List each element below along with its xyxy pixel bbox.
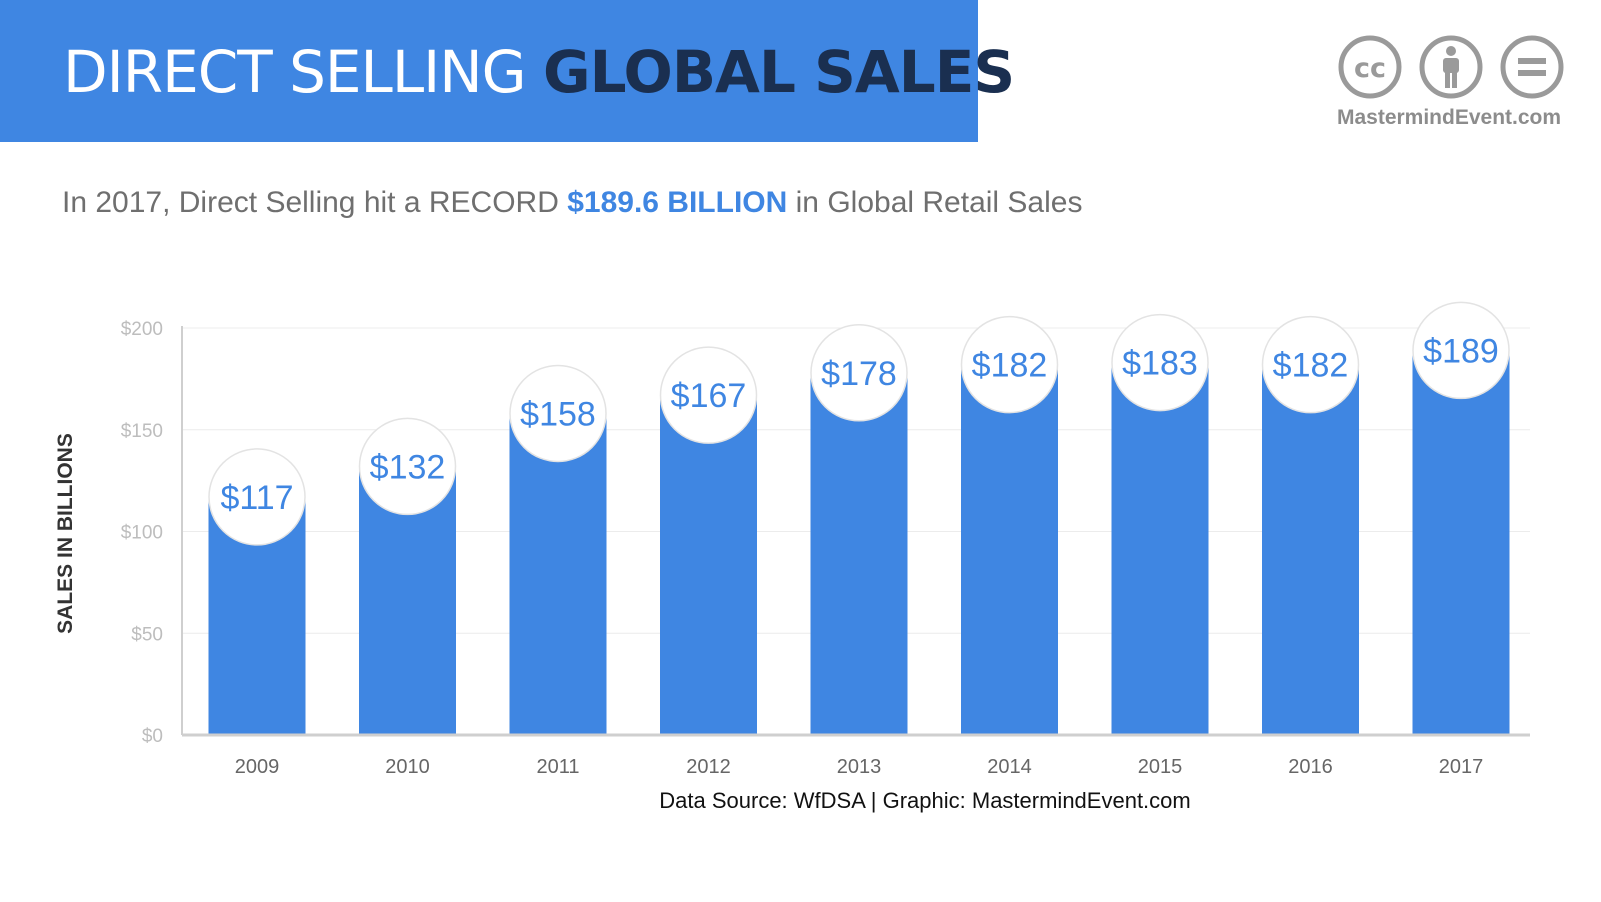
data-label-bubble — [509, 364, 607, 463]
cc-icon: cc — [1338, 35, 1402, 99]
data-source: Data Source: WfDSA | Graphic: Mastermind… — [0, 788, 1601, 814]
x-tick-label: 2011 — [536, 756, 579, 778]
y-tick-label: $200 — [121, 319, 163, 340]
x-tick-label: 2017 — [1439, 756, 1484, 778]
no-derivatives-icon — [1500, 35, 1564, 99]
y-tick-label: $150 — [121, 421, 163, 442]
subtitle-suffix: in Global Retail Sales — [795, 186, 1083, 219]
x-tick-label: 2016 — [1288, 756, 1333, 778]
bar — [509, 413, 607, 735]
data-label-bubble — [1412, 301, 1510, 400]
y-tick-label: $0 — [142, 726, 163, 747]
x-tick-label: 2012 — [686, 756, 731, 778]
bar-chart: $0 $50 $100 $150 $200 SALES IN BILLIONS 2009 20… — [54, 301, 1530, 778]
page-title: DIRECT SELLING GLOBAL SALES — [63, 36, 1015, 108]
data-label: $189 — [1423, 332, 1499, 370]
svg-text:cc: cc — [1354, 53, 1386, 84]
x-tick-label: 2010 — [385, 756, 430, 778]
license-icons: cc — [1338, 35, 1564, 99]
data-source-text: Data Source: WfDSA | Graphic: Mastermind… — [659, 788, 1191, 813]
data-label-bubble — [1111, 313, 1209, 412]
data-label: $182 — [1273, 347, 1349, 385]
data-label-bubble — [960, 315, 1059, 414]
x-tick-label: 2013 — [837, 756, 882, 778]
y-axis-label: SALES IN BILLIONS — [54, 433, 77, 634]
title-bold: GLOBAL SALES — [543, 38, 1015, 106]
bar — [1111, 362, 1209, 735]
license-badge: cc MastermindEvent.com — [1327, 34, 1577, 134]
bar — [1412, 350, 1510, 735]
data-label: $182 — [972, 347, 1048, 385]
bar — [1262, 364, 1359, 735]
data-label: $117 — [220, 479, 293, 517]
x-tick-label: 2015 — [1138, 756, 1183, 778]
data-label-bubble — [810, 324, 908, 422]
subtitle-prefix: In 2017, Direct Selling hit a RECORD — [62, 186, 559, 219]
attribution-icon — [1419, 35, 1483, 99]
data-label: $167 — [671, 377, 747, 415]
data-label: $158 — [520, 395, 596, 433]
data-label: $178 — [821, 355, 897, 393]
title-banner — [0, 0, 978, 142]
subtitle: In 2017, Direct Selling hit a RECORD $18… — [62, 184, 1082, 222]
data-label: $183 — [1122, 345, 1198, 383]
x-tick-label: 2014 — [987, 756, 1032, 778]
data-label: $132 — [370, 448, 446, 486]
data-label-bubble — [208, 448, 306, 546]
data-label-bubble — [358, 417, 457, 516]
bar — [961, 364, 1058, 735]
bar — [660, 395, 757, 735]
x-tick-label: 2009 — [235, 756, 280, 778]
y-tick-label: $50 — [131, 624, 163, 645]
data-label-bubble — [659, 346, 758, 444]
subtitle-highlight: $189.6 BILLION — [567, 186, 788, 219]
license-site-text: MastermindEvent.com — [1336, 106, 1562, 129]
bar — [810, 372, 908, 735]
data-label-bubble — [1261, 315, 1360, 414]
y-tick-label: $100 — [121, 523, 163, 544]
title-light: DIRECT SELLING — [63, 38, 527, 106]
